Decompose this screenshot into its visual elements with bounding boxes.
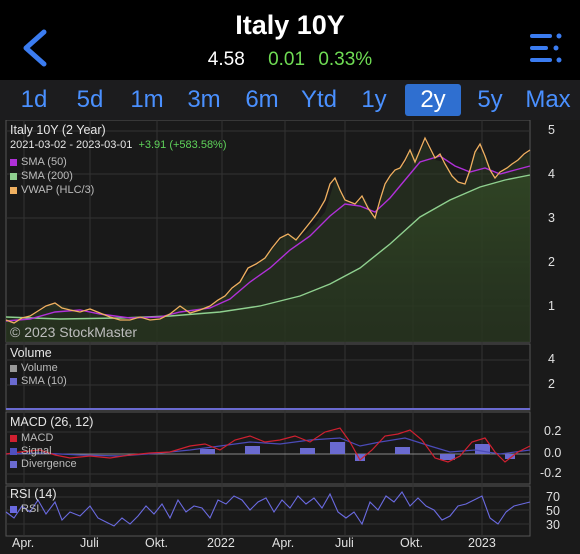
- rsi-title: RSI (14): [10, 487, 57, 501]
- chart-range: 2021-03-02 - 2023-03-01 +3.91 (+583.58%): [10, 139, 227, 151]
- x-tick-okt-2022: Okt.: [400, 536, 423, 550]
- y-tick-5: 5: [548, 123, 555, 137]
- x-tick-juli-2022: Juli: [335, 536, 354, 550]
- y-tick-4: 4: [548, 167, 555, 181]
- macd-line: [5, 427, 531, 463]
- copyright: © 2023 StockMaster: [10, 324, 138, 340]
- volume-tick-2: 2: [548, 377, 555, 391]
- legend-macd-label: MACD: [21, 432, 54, 444]
- change-percent: 0.33%: [318, 49, 373, 70]
- rsi-line: [5, 491, 531, 527]
- legend-sma50-label: SMA (50): [21, 156, 67, 168]
- price: 4.58: [207, 49, 245, 70]
- price-area: [6, 142, 530, 342]
- volume-swatch: [10, 364, 17, 372]
- macd-tick-zero: 0.0: [544, 446, 562, 460]
- page-title: Italy 10Y: [235, 10, 345, 40]
- quote-line: 4.58 0.01 0.33%: [0, 49, 580, 71]
- y-tick-2: 2: [548, 255, 555, 269]
- volume-tick-4: 4: [548, 352, 555, 366]
- sma200-swatch: [10, 172, 17, 180]
- legend-sma50: SMA (50): [10, 156, 67, 168]
- legend-macd: MACD: [10, 432, 53, 444]
- header: Italy 10Y 4.58 0.01 0.33%: [0, 0, 580, 80]
- legend-vwap-label: VWAP (HLC/3): [21, 184, 95, 196]
- x-tick-okt-2021: Okt.: [145, 536, 168, 550]
- signal-swatch: [10, 447, 17, 455]
- divergence-swatch: [10, 460, 17, 468]
- legend-divergence: Divergence: [10, 458, 77, 470]
- rsi-swatch: [10, 505, 17, 513]
- date-range: 2021-03-02 - 2023-03-01: [10, 139, 133, 151]
- legend-signal-label: Signal: [21, 445, 52, 457]
- tab-1y[interactable]: 1y: [361, 86, 387, 113]
- chart-area[interactable]: Italy 10Y (2 Year) 2021-03-02 - 2023-03-…: [0, 120, 580, 554]
- y-tick-3: 3: [548, 211, 555, 225]
- legend-rsi: RSI: [10, 503, 39, 515]
- tab-2y[interactable]: 2y: [405, 84, 461, 116]
- y-tick-1: 1: [548, 299, 555, 313]
- x-tick-apr-2022: Apr.: [272, 536, 295, 550]
- legend-vwap: VWAP (HLC/3): [10, 184, 94, 196]
- rsi-panel-frame: [5, 485, 531, 537]
- range-change: +3.91 (+583.58%): [138, 139, 227, 151]
- tab-5d[interactable]: 5d: [76, 86, 104, 113]
- list-menu-icon[interactable]: [528, 30, 564, 66]
- chart-title: Italy 10Y (2 Year): [10, 123, 106, 137]
- x-tick-2022: 2022: [207, 536, 235, 550]
- back-chevron-icon[interactable]: [18, 28, 52, 68]
- macd-title: MACD (26, 12): [10, 415, 94, 429]
- sma50-swatch: [10, 158, 17, 166]
- macd-panel-frame: [5, 411, 531, 485]
- sma50-line: [5, 155, 531, 322]
- tab-6m[interactable]: 6m: [245, 86, 279, 113]
- legend-volume-sma: SMA (10): [10, 375, 67, 387]
- timeframe-tabs: 1d 5d 1m 3m 6m Ytd 1y 2y 5y Max: [0, 80, 580, 120]
- legend-volume: Volume: [10, 362, 58, 374]
- legend-sma200: SMA (200): [10, 170, 73, 182]
- tab-1m[interactable]: 1m: [130, 86, 164, 113]
- tab-ytd[interactable]: Ytd: [300, 86, 338, 113]
- tab-3m[interactable]: 3m: [187, 86, 221, 113]
- vwap-swatch: [10, 186, 17, 194]
- macd-swatch: [10, 434, 17, 442]
- legend-divergence-label: Divergence: [21, 458, 77, 470]
- legend-volume-sma-label: SMA (10): [21, 375, 67, 387]
- x-tick-2023: 2023: [468, 536, 496, 550]
- x-tick-juli-2021: Juli: [80, 536, 99, 550]
- volume-title: Volume: [10, 346, 52, 360]
- rsi-tick-30: 30: [546, 518, 560, 532]
- rsi-tick-50: 50: [546, 504, 560, 518]
- macd-tick-neg: -0.2: [540, 466, 562, 480]
- volume-panel-frame: [5, 343, 531, 411]
- legend-volume-label: Volume: [21, 362, 58, 374]
- legend-signal: Signal: [10, 445, 52, 457]
- tab-5y[interactable]: 5y: [477, 86, 503, 113]
- price-line: [5, 136, 531, 324]
- rsi-tick-70: 70: [546, 490, 560, 504]
- x-tick-apr-2021: Apr.: [12, 536, 35, 550]
- tab-max[interactable]: Max: [525, 86, 571, 113]
- chart-svg: [5, 120, 531, 537]
- legend-rsi-label: RSI: [21, 503, 40, 515]
- tab-1d[interactable]: 1d: [20, 86, 48, 113]
- divergence-bars: [200, 442, 515, 461]
- macd-tick-pos: 0.2: [544, 424, 562, 438]
- change: 0.01: [268, 49, 306, 70]
- legend-sma200-label: SMA (200): [21, 170, 73, 182]
- volume-sma-swatch: [10, 377, 17, 385]
